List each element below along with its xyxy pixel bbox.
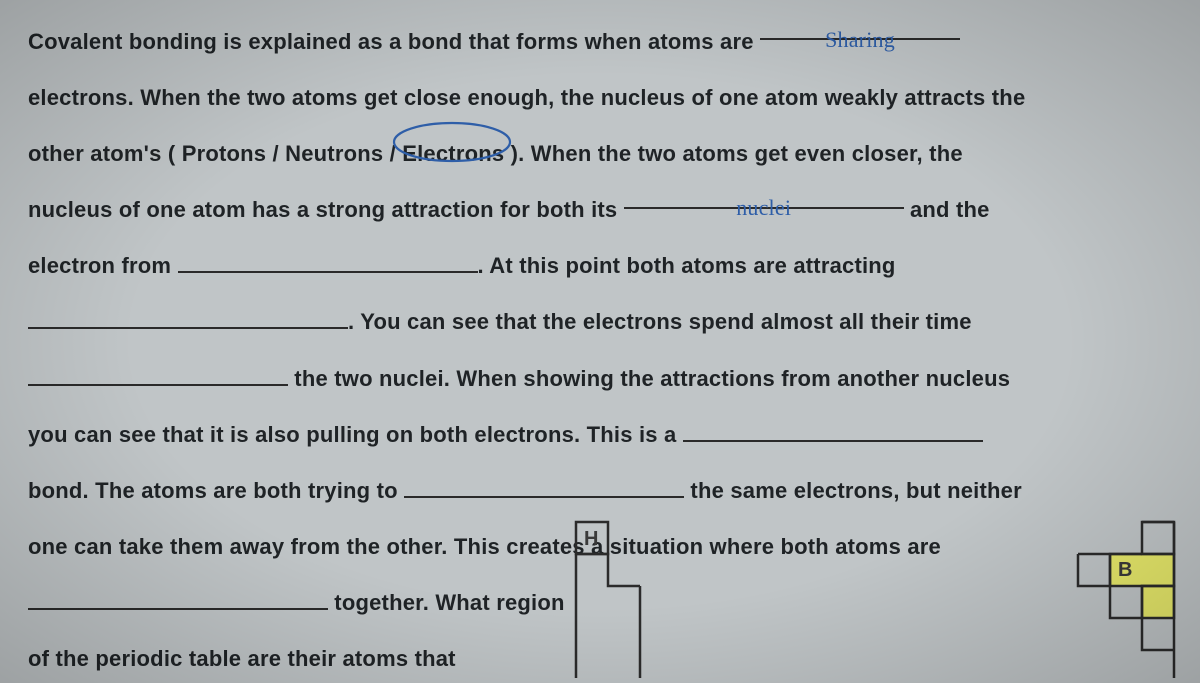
text: and the xyxy=(904,197,990,222)
worksheet-page: Covalent bonding is explained as a bond … xyxy=(0,0,1200,683)
blank-sharing[interactable]: Sharing xyxy=(760,14,960,40)
handwritten-nuclei: nuclei xyxy=(736,195,791,220)
line-1: Covalent bonding is explained as a bond … xyxy=(28,14,1172,70)
text: of the periodic table are their atoms th… xyxy=(28,646,456,671)
text: you can see that it is also pulling on b… xyxy=(28,422,683,447)
text: bond. The atoms are both trying to xyxy=(28,478,404,503)
pt-letter-b: B xyxy=(1118,559,1133,581)
line-2: electrons. When the two atoms get close … xyxy=(28,70,1172,126)
blank-trying-to[interactable] xyxy=(404,471,684,497)
line-9: bond. The atoms are both trying to the s… xyxy=(28,463,1172,519)
blank-attracting[interactable] xyxy=(28,303,348,329)
text: electrons. When the two atoms get close … xyxy=(28,85,1025,110)
blank-bond-type[interactable] xyxy=(683,415,983,441)
line-5: electron from . At this point both atoms… xyxy=(28,238,1172,294)
blank-electron-from[interactable] xyxy=(178,247,478,273)
text: . At this point both atoms are attractin… xyxy=(478,253,896,278)
handwritten-sharing: Sharing xyxy=(825,27,895,52)
blank-nuclei[interactable]: nuclei xyxy=(624,182,904,208)
text: together. What region xyxy=(328,590,565,615)
text: nucleus of one atom has a strong attract… xyxy=(28,197,624,222)
circled-electrons: Electrons xyxy=(402,126,504,182)
text: the two nuclei. When showing the attract… xyxy=(288,366,1010,391)
text: the same electrons, but neither xyxy=(684,478,1022,503)
blank-together[interactable] xyxy=(28,584,328,610)
text: ). When the two atoms get even closer, t… xyxy=(504,141,962,166)
text: Covalent bonding is explained as a bond … xyxy=(28,29,760,54)
line-8: you can see that it is also pulling on b… xyxy=(28,407,1172,463)
text: other atom's ( Protons / Neutrons / xyxy=(28,141,402,166)
pt-letter-h: H xyxy=(584,528,599,550)
periodic-table-outline: H B xyxy=(572,518,1182,678)
line-4: nucleus of one atom has a strong attract… xyxy=(28,182,1172,238)
line-7: the two nuclei. When showing the attract… xyxy=(28,351,1172,407)
line-6: . You can see that the electrons spend a… xyxy=(28,294,1172,350)
blank-between[interactable] xyxy=(28,359,288,385)
text: electron from xyxy=(28,253,178,278)
line-3: other atom's ( Protons / Neutrons / Elec… xyxy=(28,126,1172,182)
text: . You can see that the electrons spend a… xyxy=(348,309,972,334)
option-electrons: Electrons xyxy=(402,141,504,166)
